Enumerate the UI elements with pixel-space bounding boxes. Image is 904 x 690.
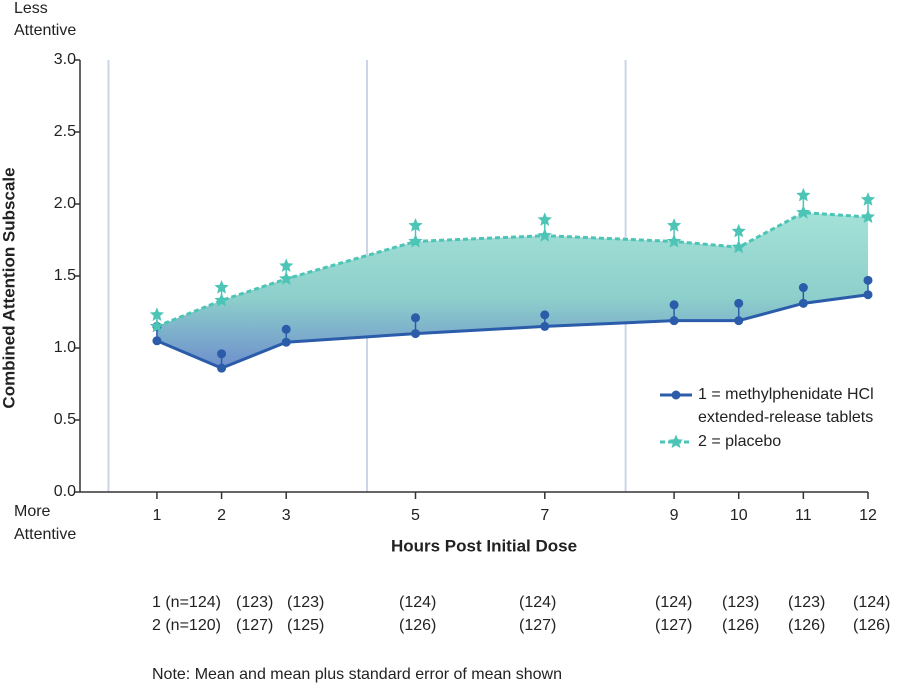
y-tick-label: 0.5 [54,411,76,428]
error-point [279,258,294,272]
bottom-label: Attentive [14,526,76,543]
n-count: (127) [519,617,556,634]
point [860,209,876,224]
error-point [149,307,165,321]
error-point [537,212,552,226]
y-axis-title: Combined Attention Subscale [0,167,18,408]
legend-label: 1 = methylphenidate HCl extended-release… [698,386,874,426]
point [217,363,227,373]
n-count: (123) [722,594,759,611]
n-count: (124) [519,594,556,611]
n-count: (124) [853,594,890,611]
point [537,228,552,242]
error-point [214,280,229,294]
point [152,336,162,346]
point [731,239,746,254]
error-point [281,324,291,334]
n-count: (127) [655,617,692,634]
y-tick-label: 1.5 [54,267,76,284]
error-point [669,300,679,310]
point [796,205,811,219]
note: Note: Mean and mean plus standard error … [152,666,562,683]
x-tick-label: 7 [540,507,549,524]
y-tick-label: 3.0 [54,51,76,68]
n-count: 2 (n=120) [152,617,221,634]
x-tick-label: 5 [411,507,420,524]
error-point [408,218,423,232]
point [540,321,550,331]
point [149,318,165,333]
n-count: (127) [236,617,273,634]
n-count: (126) [788,617,825,634]
n-count: (123) [287,594,324,611]
legend-label: 2 = placebo [698,433,782,450]
point [279,271,294,285]
x-tick-label: 3 [282,507,291,524]
y-tick-label: 0.0 [54,483,76,500]
error-point [860,192,876,206]
legend-entry: 1 = methylphenidate HCl extended-release… [698,386,874,426]
point [214,292,229,307]
y-tick-label: 2.5 [54,123,76,140]
point [734,316,744,326]
bottom-label: More [14,503,51,520]
error-point [798,283,808,293]
n-count: (126) [853,617,890,634]
n-count: (123) [788,594,825,611]
x-tick-label: 2 [217,507,226,524]
x-tick-label: 12 [859,507,877,524]
legend-entry: 2 = placebo [698,433,782,450]
y-tick-label: 1.0 [54,339,76,356]
legend-marker [671,390,681,400]
legend-marker [668,434,684,449]
n-count: (125) [287,617,324,634]
error-point [666,218,682,232]
point [666,233,682,248]
n-count: (126) [399,617,436,634]
y-tick-label: 2.0 [54,195,76,212]
error-point [540,310,550,320]
error-point [734,298,744,308]
error-point [863,275,873,285]
n-count: (124) [655,594,692,611]
x-tick-label: 11 [795,507,812,524]
error-point [217,349,227,359]
x-tick-label: 9 [670,507,679,524]
error-point [410,313,420,323]
n-count: (123) [236,594,273,611]
n-count: (124) [399,594,436,611]
point [408,233,423,248]
point [863,290,873,300]
n-count: 1 (n=124) [152,594,221,611]
point [669,316,679,326]
error-point [731,223,746,238]
x-tick-label: 1 [152,507,161,524]
n-count: (126) [722,617,759,634]
error-point [796,187,811,202]
band-fill [156,212,868,369]
top-label: Less [14,0,48,17]
x-axis-title: Hours Post Initial Dose [391,536,577,555]
point [281,337,291,347]
top-label: Attentive [14,22,76,39]
point [410,329,420,339]
x-tick-label: 10 [730,507,748,524]
point [798,298,808,308]
